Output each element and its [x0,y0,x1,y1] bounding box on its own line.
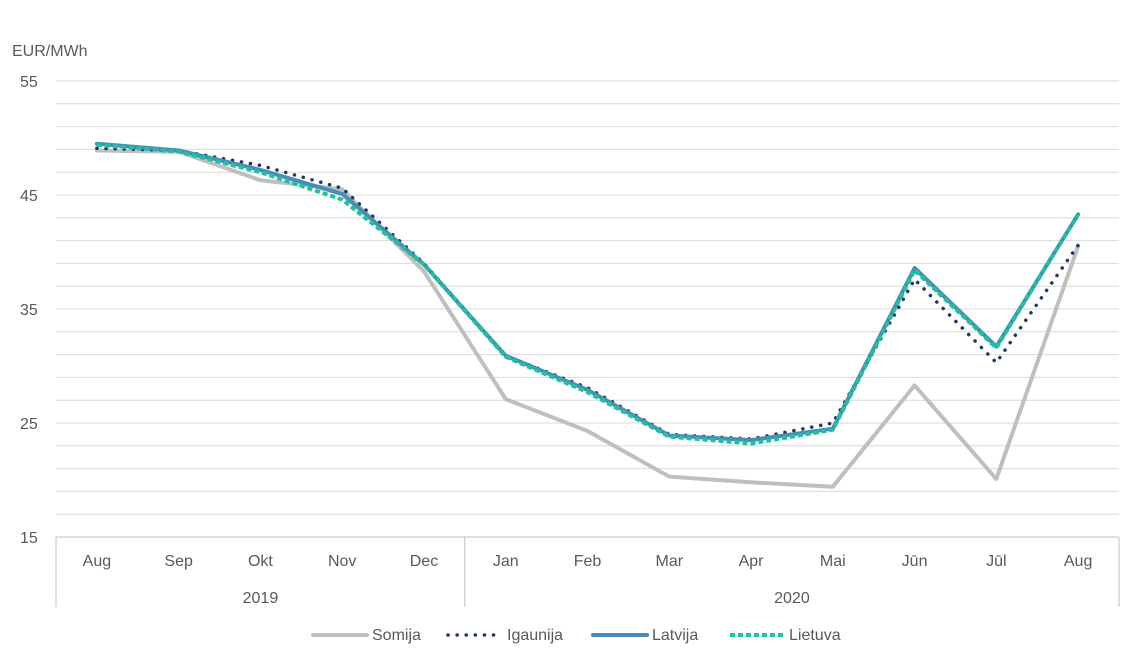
y-axis-title: EUR/MWh [12,43,88,60]
y-tick-label: 25 [20,416,38,433]
series-line-somija [94,148,1081,489]
x-tick-label: Dec [410,553,438,570]
x-tick-label: Aug [1064,553,1092,570]
x-tick-label: Jūn [902,553,928,570]
y-axis-ticks: 55 45 35 25 15 [20,74,38,547]
x-tick-label: Jan [493,553,519,570]
x-tick-label: Nov [328,553,356,570]
x-tick-label: Mai [820,553,846,570]
x-tick-label: Mar [655,553,683,570]
gridlines [56,80,1119,515]
year-group-label: 2019 [243,590,279,607]
x-tick-label: Apr [739,553,765,570]
series-line-lietuva [96,142,1080,446]
legend-label-latvija: Latvija [652,627,698,644]
series-lines [94,141,1081,489]
series-line-igaunija [95,146,1080,441]
x-tick-label: Okt [248,553,273,570]
legend-label-lietuva: Lietuva [789,627,841,644]
y-tick-label: 15 [20,530,38,547]
x-tick-label: Jūl [986,553,1006,570]
x-tick-label: Sep [164,553,193,570]
x-tick-label: Aug [83,553,111,570]
legend-label-igaunija: Igaunija [507,627,563,644]
legend-label-somija: Somija [372,627,421,644]
y-tick-label: 45 [20,188,38,205]
series-line-latvija [94,141,1081,443]
year-group-label: 2020 [774,590,810,607]
x-axis: Aug Sep Okt Nov Dec Jan Feb Mar Apr Mai Jūn Jūl Aug 2… [55,536,1120,607]
x-tick-label: Feb [574,553,602,570]
y-tick-label: 35 [20,302,38,319]
y-tick-label: 55 [20,74,38,91]
legend: Somija Igaunija Latvija Lietuva [311,627,841,644]
